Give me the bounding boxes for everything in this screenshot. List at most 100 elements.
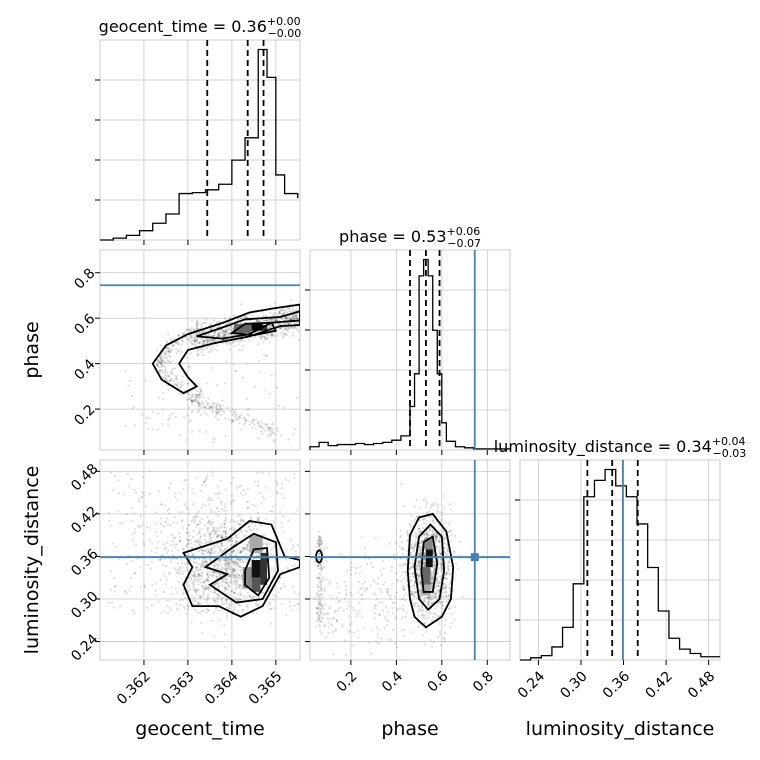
sample-point (243, 558, 246, 561)
sample-point (317, 599, 320, 602)
sample-point (211, 619, 214, 623)
sample-point (453, 618, 456, 621)
sample-point (403, 588, 406, 591)
sample-point (396, 608, 399, 611)
sample-point (319, 563, 323, 567)
sample-point (192, 583, 195, 586)
sample-point (434, 537, 438, 540)
sample-point (162, 357, 165, 360)
sample-point (263, 335, 266, 339)
sample-point (334, 611, 337, 614)
sample-point (399, 534, 402, 537)
sample-point (194, 544, 197, 547)
sample-point (169, 524, 173, 527)
sample-point (205, 346, 208, 349)
sample-point (269, 426, 272, 429)
sample-point (211, 574, 214, 577)
sample-point (361, 597, 364, 601)
sample-point (225, 553, 228, 556)
sample-point (240, 349, 243, 352)
sample-point (446, 550, 450, 553)
sample-point (215, 408, 219, 411)
sample-point (228, 575, 231, 578)
sample-point (155, 546, 158, 549)
sample-point (292, 317, 295, 321)
sample-point (215, 513, 218, 516)
sample-point (294, 428, 297, 431)
sample-point (419, 591, 422, 594)
sample-point (198, 341, 201, 344)
sample-point (421, 609, 424, 613)
sample-point (223, 526, 226, 529)
sample-point (349, 622, 352, 625)
sample-point (232, 562, 235, 566)
sample-point (268, 435, 271, 438)
sample-point (224, 585, 227, 588)
sample-point (216, 562, 219, 565)
sample-point (444, 563, 447, 566)
sample-point (291, 309, 294, 312)
sample-point (223, 317, 227, 320)
sample-point (432, 571, 435, 574)
sample-point (210, 350, 213, 353)
sample-point (224, 564, 227, 567)
sample-point (196, 523, 199, 526)
sample-point (197, 530, 201, 534)
sample-point (426, 533, 429, 536)
sample-point (270, 510, 274, 513)
sample-point (215, 411, 218, 414)
sample-point (239, 550, 243, 553)
sample-point (171, 344, 175, 347)
sample-point (224, 536, 227, 539)
sample-point (177, 333, 180, 337)
sample-point (297, 563, 300, 566)
sample-point (450, 540, 453, 543)
sample-point (200, 506, 203, 509)
sample-point (160, 359, 164, 362)
sample-point (196, 523, 199, 526)
sample-point (204, 549, 207, 552)
sample-point (284, 308, 287, 311)
sample-point (207, 397, 210, 400)
sample-point (218, 332, 221, 336)
sample-point (284, 332, 287, 336)
sample-point (213, 402, 216, 405)
sample-point (316, 607, 319, 610)
sample-point (158, 369, 161, 372)
sample-point (196, 353, 199, 356)
sample-point (383, 616, 386, 619)
sample-point (206, 528, 209, 531)
sample-point (317, 577, 320, 580)
sample-point (239, 550, 242, 553)
x-tick-label-luminosity_distance-2: 0.36 (600, 668, 633, 701)
sample-point (268, 392, 271, 395)
sample-point (241, 546, 244, 549)
sample-point (431, 618, 434, 621)
sample-point (167, 360, 170, 363)
sample-point (239, 484, 243, 487)
sample-point (192, 588, 195, 591)
sample-point (263, 335, 266, 338)
sample-point (257, 330, 260, 333)
sample-point (385, 588, 388, 591)
sample-point (320, 620, 323, 623)
sample-point (193, 399, 196, 402)
sample-point (288, 327, 291, 330)
sample-point (411, 572, 415, 575)
sample-point (325, 559, 328, 562)
sample-point (264, 389, 267, 392)
sample-point (256, 320, 259, 323)
sample-point (317, 586, 320, 589)
sample-point (233, 528, 236, 531)
sample-point (195, 400, 198, 404)
sample-point (141, 490, 144, 494)
sample-point (222, 331, 225, 334)
sample-point (268, 472, 271, 475)
sample-point (259, 334, 262, 338)
sample-point (202, 591, 206, 595)
sample-point (248, 528, 251, 531)
sample-point (154, 552, 157, 555)
sample-point (218, 410, 221, 413)
sample-point (195, 390, 199, 393)
sample-point (439, 520, 443, 523)
